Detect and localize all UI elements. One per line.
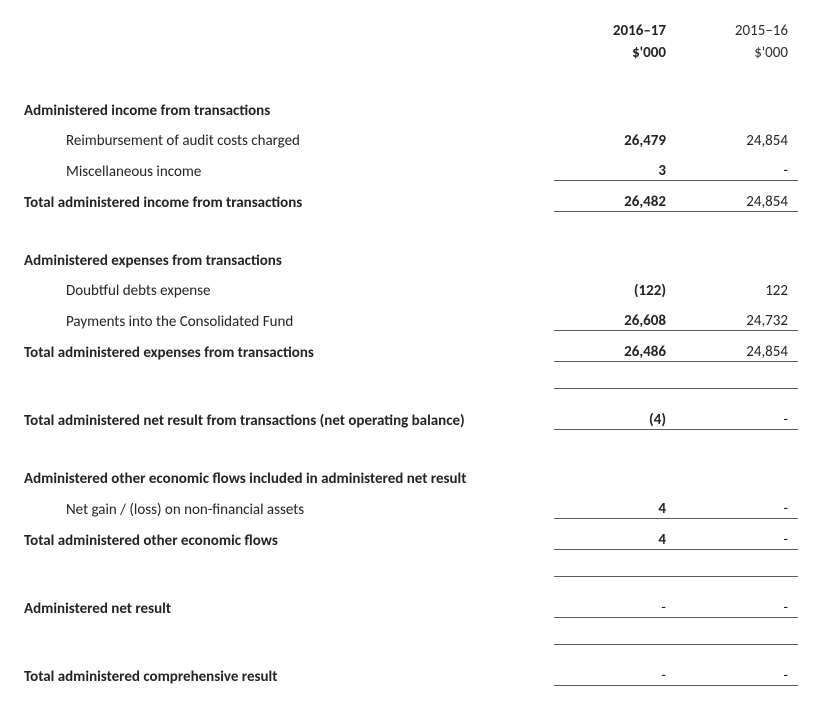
row-label: Doubtful debts expense [24,270,554,300]
rule-spacer [24,362,798,389]
net-result-label: Administered net result [24,587,554,618]
row-value-c2: 122 [676,270,798,300]
total-row-expenses: Total administered expenses from transac… [24,331,798,362]
heading-label: Administered expenses from transactions [24,240,554,270]
total-label: Total administered income from transacti… [24,181,554,212]
net-transactions-row: Total administered net result from trans… [24,399,798,430]
comprehensive-result-label: Total administered comprehensive result [24,655,554,686]
row-value-c1: (122) [554,270,676,300]
table-row: Payments into the Consolidated Fund 26,6… [24,300,798,331]
total-value-c2: - [676,519,798,550]
column-header-line2: $'000 $'000 [24,40,798,62]
row-label: Reimbursement of audit costs charged [24,120,554,150]
row-value-c2: 24,854 [676,120,798,150]
total-value-c2: 24,854 [676,181,798,212]
col-unit-2015-16: $'000 [676,40,798,62]
table-row: Reimbursement of audit costs charged 26,… [24,120,798,150]
row-label: Net gain / (loss) on non-financial asset… [24,488,554,519]
total-value-c1: 4 [554,519,676,550]
net-transactions-label: Total administered net result from trans… [24,399,554,430]
comprehensive-result-c1: - [554,655,676,686]
section-heading-income: Administered income from transactions [24,90,798,120]
row-value-c2: - [676,150,798,181]
total-value-c1: 26,482 [554,181,676,212]
comprehensive-result-c2: - [676,655,798,686]
column-header-line1: 2016–17 2015–16 [24,18,798,40]
net-result-c1: - [554,587,676,618]
table-row: Miscellaneous income 3 - [24,150,798,181]
total-label: Total administered other economic flows [24,519,554,550]
rule-spacer [24,618,798,645]
net-transactions-c2: - [676,399,798,430]
row-label: Payments into the Consolidated Fund [24,300,554,331]
heading-label: Administered other economic flows includ… [24,458,554,488]
total-row-other-flows: Total administered other economic flows … [24,519,798,550]
total-value-c1: 26,486 [554,331,676,362]
section-heading-other-flows: Administered other economic flows includ… [24,458,798,488]
financial-table: 2016–17 2015–16 $'000 $'000 Administered… [24,18,798,686]
section-heading-expenses: Administered expenses from transactions [24,240,798,270]
table-row: Net gain / (loss) on non-financial asset… [24,488,798,519]
financial-statement-page: 2016–17 2015–16 $'000 $'000 Administered… [0,0,822,710]
net-transactions-c1: (4) [554,399,676,430]
net-result-row: Administered net result - - [24,587,798,618]
row-value-c1: 26,608 [554,300,676,331]
total-row-income: Total administered income from transacti… [24,181,798,212]
row-value-c2: 24,732 [676,300,798,331]
rule-spacer [24,550,798,577]
row-label: Miscellaneous income [24,150,554,181]
comprehensive-result-row: Total administered comprehensive result … [24,655,798,686]
col-header-2015-16: 2015–16 [676,18,798,40]
row-value-c1: 4 [554,488,676,519]
total-label: Total administered expenses from transac… [24,331,554,362]
heading-label: Administered income from transactions [24,90,554,120]
total-value-c2: 24,854 [676,331,798,362]
col-header-2016-17: 2016–17 [554,18,676,40]
row-value-c2: - [676,488,798,519]
row-value-c1: 3 [554,150,676,181]
net-result-c2: - [676,587,798,618]
col-unit-2016-17: $'000 [554,40,676,62]
row-value-c1: 26,479 [554,120,676,150]
table-row: Doubtful debts expense (122) 122 [24,270,798,300]
